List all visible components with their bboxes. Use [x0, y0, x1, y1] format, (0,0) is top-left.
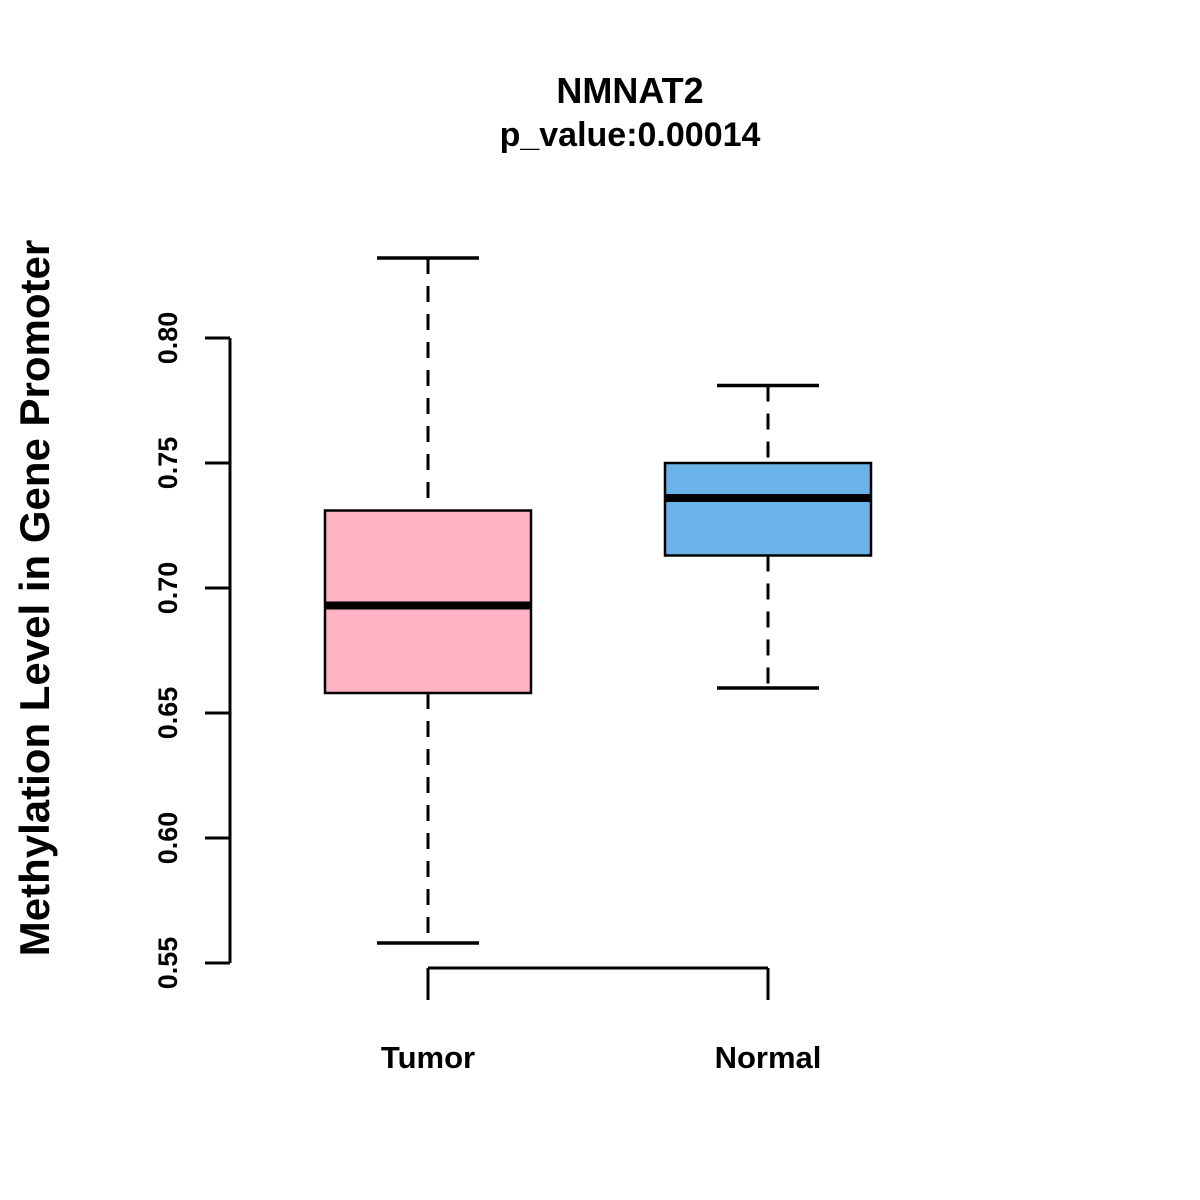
x-category-label-tumor: Tumor — [380, 1040, 476, 1075]
x-category-label-normal: Normal — [714, 1040, 822, 1075]
iqr-box — [663, 461, 873, 557]
y-tick-label: 0.70 — [153, 562, 183, 615]
chart-title: NMNAT2 — [556, 70, 704, 111]
y-tick-label: 0.60 — [153, 812, 183, 865]
y-tick-label: 0.75 — [153, 437, 183, 490]
chart-header: NMNAT2 p_value:0.00014 — [60, 68, 1200, 157]
y-tick-label: 0.55 — [153, 937, 183, 990]
y-tick-label: 0.65 — [153, 687, 183, 740]
chart-subtitle: p_value:0.00014 — [499, 116, 761, 154]
boxplot-tumor — [323, 256, 533, 945]
boxplot-normal — [663, 383, 873, 690]
y-tick-label: 0.80 — [153, 312, 183, 365]
